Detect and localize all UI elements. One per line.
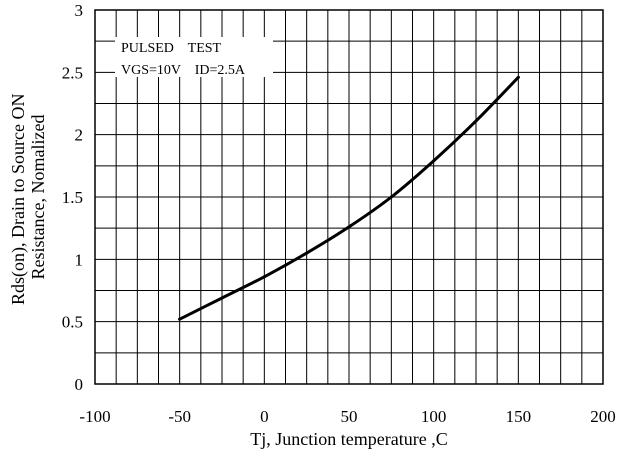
x-tick-label: -50	[168, 407, 191, 426]
x-tick-label: 0	[260, 407, 269, 426]
y-tick-label: 3	[75, 1, 84, 20]
plot-frame	[94, 9, 604, 385]
data-point	[516, 75, 520, 79]
x-tick-label: 150	[506, 407, 532, 426]
y-tick-label: 0.5	[62, 313, 83, 332]
y-tick-label: 1	[75, 250, 84, 269]
y-tick-labels: 0 0.5 1 1.5 2 2.5 3	[62, 1, 83, 394]
data-point	[347, 225, 351, 229]
data-point	[262, 275, 266, 279]
data-point	[305, 251, 309, 255]
y-tick-label: 2	[75, 126, 84, 145]
data-point	[178, 317, 182, 321]
annotation-background	[115, 37, 273, 77]
x-tick-label: 50	[341, 407, 358, 426]
data-point	[432, 159, 436, 163]
series-points	[178, 75, 520, 321]
data-point	[220, 296, 224, 300]
x-tick-label: -100	[79, 407, 110, 426]
y-axis-title-line-1: Rds(on), Drain to Source ON	[8, 94, 29, 305]
y-axis-title-line-2: Resistance, Nomalized	[28, 115, 48, 280]
y-tick-label: 0	[75, 375, 84, 394]
y-tick-label: 1.5	[62, 188, 83, 207]
annotation-test-conditions: VGS=10V ID=2.5A	[121, 63, 246, 78]
annotation-test-mode: PULSED TEST	[121, 41, 222, 56]
x-tick-label: 100	[421, 407, 447, 426]
y-tick-label: 2.5	[62, 63, 83, 82]
data-point	[389, 195, 393, 199]
annotation-box: PULSED TEST VGS=10V ID=2.5A	[115, 37, 273, 78]
x-tick-labels: -100 -50 0 50 100 150 200	[79, 407, 615, 426]
data-point	[474, 119, 478, 123]
x-axis-title: Tj, Junction temperature ,C	[250, 429, 447, 449]
x-tick-label: 200	[590, 407, 616, 426]
y-axis-title: Rds(on), Drain to Source ON Resistance, …	[8, 89, 48, 305]
